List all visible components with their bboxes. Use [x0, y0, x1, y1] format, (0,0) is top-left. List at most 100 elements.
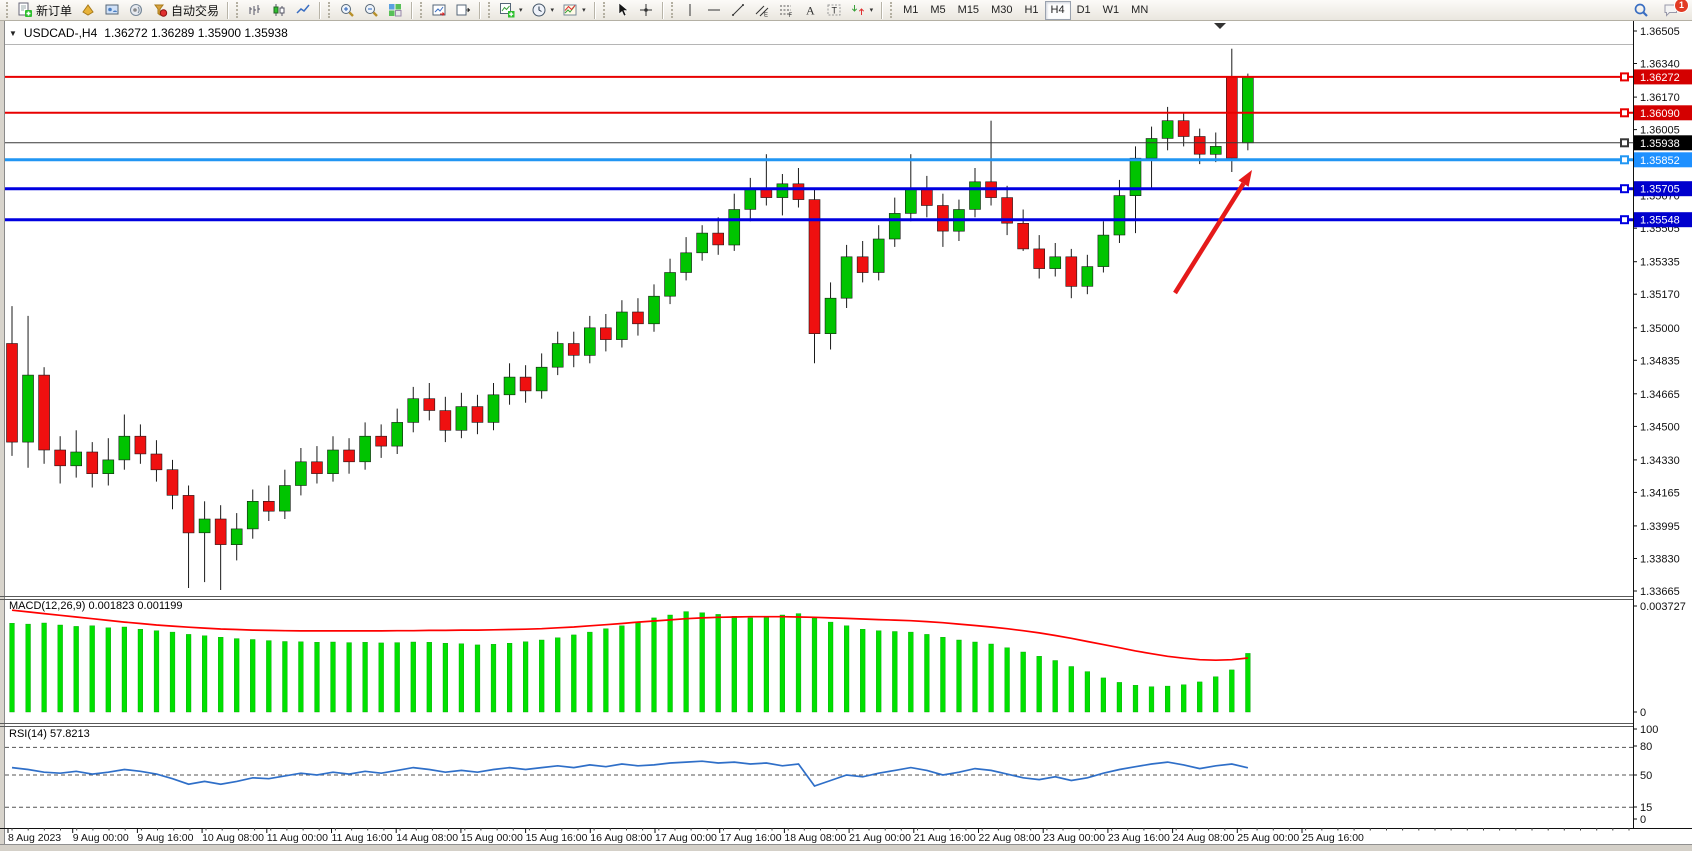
svg-text:1.35170: 1.35170	[1640, 289, 1680, 301]
hline-handle[interactable]	[1620, 184, 1629, 194]
tb-fibonacci[interactable]: F	[774, 0, 798, 21]
rsi-indicator-label: RSI(14) 57.8213	[9, 728, 90, 740]
svg-text:1.33830: 1.33830	[1640, 554, 1680, 566]
tb-tile-windows[interactable]	[383, 0, 407, 21]
chevron-down-icon[interactable]: ▾	[869, 7, 874, 14]
tf-h4[interactable]: H4	[1044, 0, 1071, 20]
tb-shift[interactable]	[451, 0, 475, 21]
chevron-down-icon[interactable]: ▾	[519, 7, 523, 14]
market-watch-icon	[82, 4, 94, 16]
toolbar-grip[interactable]	[328, 2, 332, 18]
svg-text:14 Aug 08:00: 14 Aug 08:00	[396, 832, 458, 844]
svg-text:A: A	[806, 4, 815, 18]
toolbar-grip[interactable]	[6, 2, 10, 18]
svg-text:9 Aug 00:00: 9 Aug 00:00	[73, 832, 129, 844]
svg-text:25 Aug 00:00: 25 Aug 00:00	[1237, 832, 1299, 844]
tb-shapes[interactable]: ▾	[846, 0, 878, 21]
tb-vline[interactable]	[678, 0, 702, 21]
tb-line-chart[interactable]	[291, 0, 315, 21]
svg-text:1.36005: 1.36005	[1640, 125, 1680, 137]
tf-m15[interactable]: M15	[957, 4, 980, 16]
svg-text:1.34330: 1.34330	[1640, 455, 1680, 467]
tile-windows-icon	[389, 4, 402, 17]
tb-channel[interactable]: E	[750, 0, 774, 21]
cursor-icon	[618, 2, 629, 17]
toolbar-separator	[227, 1, 230, 19]
svg-text:1.36272: 1.36272	[1640, 72, 1680, 84]
svg-text:9 Aug 16:00: 9 Aug 16:00	[137, 832, 193, 844]
collapse-icon[interactable]: ▼	[9, 28, 17, 38]
svg-text:0: 0	[1640, 707, 1646, 719]
hline-handle[interactable]	[1620, 215, 1629, 225]
hline-handle[interactable]	[1620, 155, 1629, 165]
hline-handle[interactable]	[1620, 108, 1629, 118]
toolbar-grip[interactable]	[236, 2, 240, 18]
svg-text:21 Aug 16:00: 21 Aug 16:00	[914, 832, 976, 844]
toolbar-grip[interactable]	[420, 2, 424, 18]
tf-mn[interactable]: MN	[1131, 4, 1149, 16]
hlines[interactable]	[5, 72, 1633, 225]
symbol-label: USDCAD-,H4	[23, 26, 98, 40]
tb-indicators[interactable]: ▾	[495, 0, 527, 21]
vline-icon	[689, 4, 691, 16]
tb-crosshair[interactable]	[634, 0, 658, 21]
tb-arrange[interactable]	[427, 0, 451, 21]
tb-periods[interactable]: ▾	[527, 0, 559, 21]
hline-icon	[707, 9, 720, 11]
tb-autotrading[interactable]: 自动交易	[148, 0, 223, 21]
svg-text:1.34665: 1.34665	[1640, 389, 1680, 401]
toolbar-grip[interactable]	[602, 2, 607, 18]
svg-text:17 Aug 00:00: 17 Aug 00:00	[655, 832, 717, 844]
toolbar-grip[interactable]	[488, 2, 492, 18]
toolbar-grip[interactable]	[670, 2, 675, 18]
tb-bar-chart[interactable]	[243, 0, 267, 21]
svg-text:1.36170: 1.36170	[1640, 92, 1680, 104]
tb-search[interactable]	[1629, 0, 1653, 21]
time-axis[interactable]: 8 Aug 2023 9 Aug 00:00 9 Aug 16:00 10 Aug 0…	[0, 828, 1692, 844]
tb-hline[interactable]	[702, 0, 726, 21]
svg-text:10 Aug 08:00: 10 Aug 08:00	[202, 832, 264, 844]
toolbar-grip[interactable]	[890, 2, 894, 18]
svg-text:F: F	[788, 13, 792, 18]
tf-h1[interactable]: H1	[1024, 4, 1039, 16]
hline-handle[interactable]	[1620, 138, 1629, 148]
svg-text:100: 100	[1640, 724, 1658, 736]
chevron-down-icon[interactable]: ▾	[550, 7, 555, 14]
tb-text[interactable]: A	[798, 0, 822, 21]
tf-m1[interactable]: M1	[903, 4, 919, 16]
hline-handle[interactable]	[1620, 72, 1629, 82]
tb-candlestick[interactable]	[267, 0, 291, 21]
tb-zoom-in[interactable]	[335, 0, 359, 21]
svg-text:1.34500: 1.34500	[1640, 421, 1680, 433]
tb-data-window[interactable]	[100, 0, 124, 21]
price-badge	[1634, 181, 1692, 197]
trend-arrow[interactable]	[1173, 170, 1252, 295]
svg-text:0: 0	[1640, 814, 1646, 826]
tb-cursor[interactable]	[610, 0, 634, 21]
tb-chat[interactable]: 1	[1659, 0, 1689, 21]
chart-title[interactable]: ▼ USDCAD-,H4 1.36272 1.36289 1.35900 1.3…	[9, 26, 288, 40]
tb-label[interactable]: T	[822, 0, 846, 21]
tb-new-order[interactable]: 新订单	[13, 0, 76, 21]
tb-signals[interactable]	[124, 0, 148, 21]
tb-templates[interactable]: ▾	[558, 0, 590, 21]
tb-zoom-out[interactable]	[359, 0, 383, 21]
shift-marker-icon[interactable]	[1214, 23, 1226, 29]
svg-text:23 Aug 00:00: 23 Aug 00:00	[1043, 832, 1105, 844]
chevron-down-icon[interactable]: ▾	[582, 7, 586, 14]
price-badge	[1634, 212, 1692, 228]
price-axis[interactable]: 1.365051.363401.361701.360051.358401.356…	[1633, 21, 1692, 828]
svg-text:23 Aug 16:00: 23 Aug 16:00	[1108, 832, 1170, 844]
tb-new-order-label: 新订单	[36, 3, 73, 18]
line-chart-icon	[296, 4, 310, 14]
tf-w1[interactable]: W1	[1102, 4, 1120, 16]
tb-trendline[interactable]	[726, 0, 750, 21]
tf-d1[interactable]: D1	[1076, 4, 1091, 16]
svg-text:1.35705: 1.35705	[1640, 184, 1680, 196]
svg-text:8 Aug 2023: 8 Aug 2023	[8, 832, 61, 844]
svg-text:16 Aug 08:00: 16 Aug 08:00	[590, 832, 652, 844]
tb-market-watch[interactable]	[76, 0, 100, 21]
tf-m30[interactable]: M30	[991, 4, 1013, 16]
tf-m5[interactable]: M5	[930, 4, 946, 16]
